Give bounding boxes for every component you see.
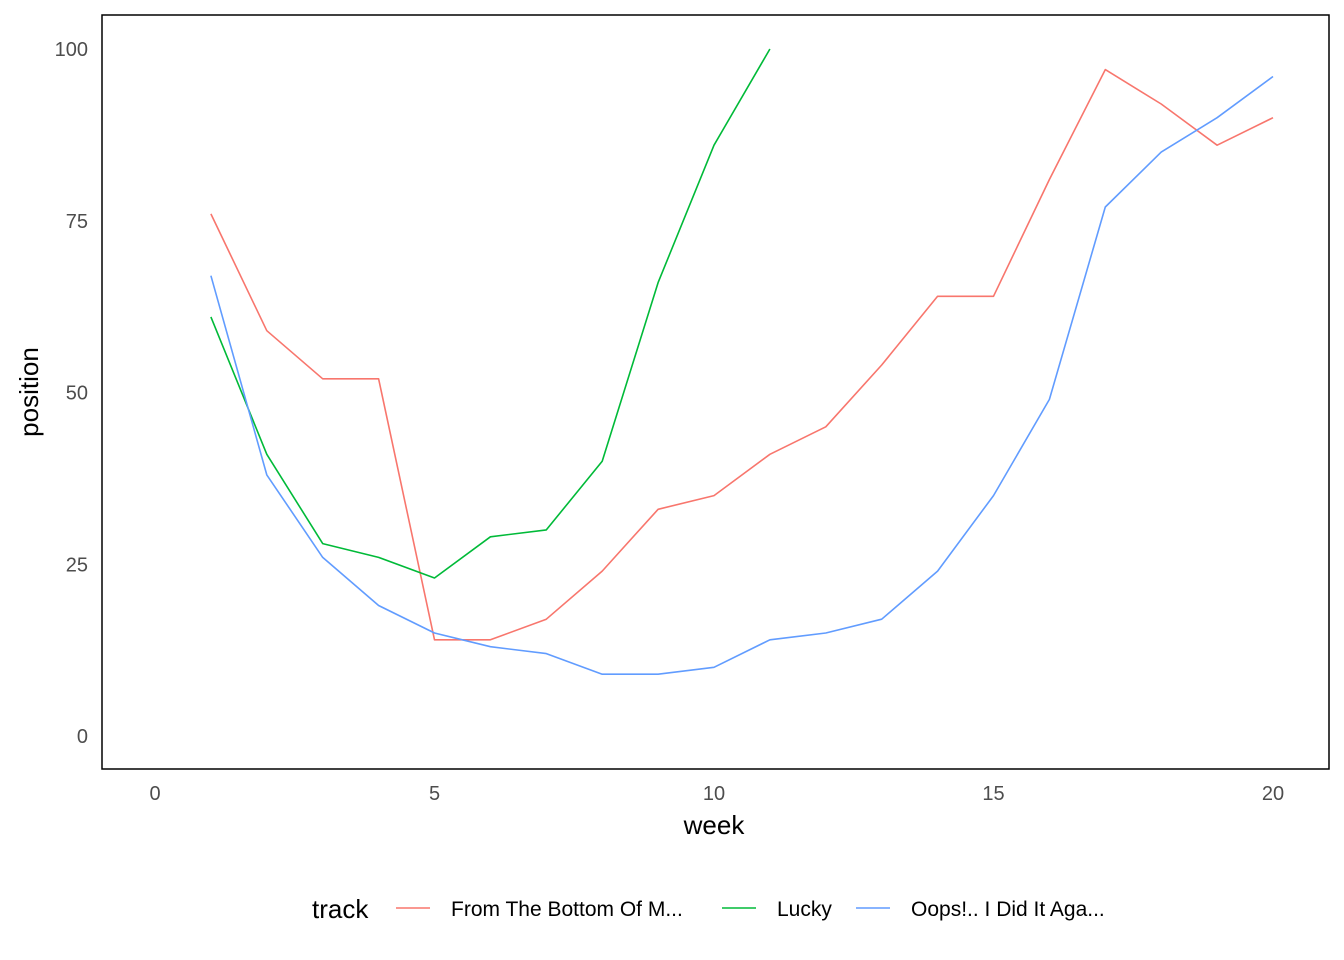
series-line-2	[210, 75, 1274, 676]
x-tick-label: 0	[149, 783, 160, 805]
x-tick-label: 20	[1262, 783, 1284, 805]
series-lines	[210, 48, 1274, 676]
x-tick-label: 5	[429, 783, 440, 805]
y-tick-label: 50	[66, 383, 88, 405]
series-line-1	[210, 48, 771, 579]
legend-items: From The Bottom Of M... Lucky Oops!.. I Di…	[396, 898, 1105, 921]
legend: track From The Bottom Of M... Lucky Oops!.…	[312, 894, 1105, 924]
y-tick-label: 75	[66, 211, 88, 233]
legend-item-1: Lucky	[722, 898, 832, 921]
y-axis-tick-labels: 0 25 50 75 100	[55, 39, 88, 748]
legend-item-2: Oops!.. I Did It Aga...	[856, 898, 1105, 921]
x-tick-label: 15	[982, 783, 1004, 805]
legend-label-0: From The Bottom Of M...	[451, 898, 683, 921]
legend-item-0: From The Bottom Of M...	[396, 898, 683, 921]
y-tick-label: 100	[55, 39, 88, 61]
series-line-0	[210, 68, 1274, 641]
y-axis-title: position	[14, 347, 44, 437]
legend-label-1: Lucky	[777, 898, 832, 921]
legend-title: track	[312, 894, 369, 924]
x-axis-title: week	[683, 810, 746, 840]
plot-panel-border	[101, 14, 1330, 770]
legend-label-2: Oops!.. I Did It Aga...	[911, 898, 1105, 921]
y-tick-label: 25	[66, 554, 88, 576]
x-axis-tick-labels: 0 5 10 15 20	[149, 783, 1284, 805]
y-tick-label: 0	[77, 726, 88, 748]
x-tick-label: 10	[703, 783, 725, 805]
